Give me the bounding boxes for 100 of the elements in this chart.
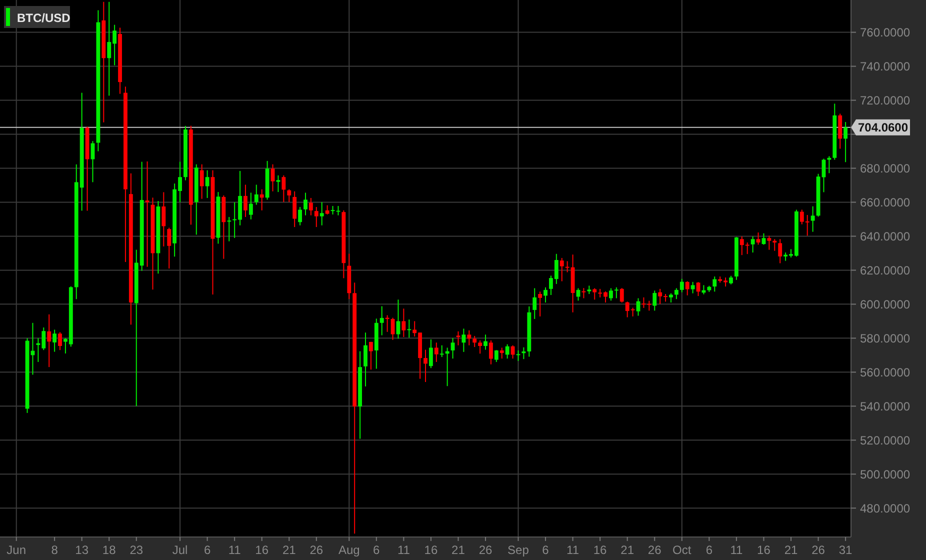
text: BTC/USD xyxy=(17,11,71,25)
candlestick xyxy=(750,236,755,254)
x-tick-label: 16 xyxy=(593,543,608,557)
candlestick xyxy=(58,332,62,351)
candlestick xyxy=(167,227,172,269)
x-tick-label: 6 xyxy=(204,543,211,557)
candlestick xyxy=(456,330,460,346)
x-tick-label: 26 xyxy=(648,543,662,557)
candlestick xyxy=(762,232,766,246)
x-tick-label: 16 xyxy=(757,543,771,557)
x-tick-label: 11 xyxy=(228,543,242,557)
candlestick xyxy=(287,188,292,203)
candlestick xyxy=(276,174,280,193)
candlestick xyxy=(368,341,373,370)
candlestick xyxy=(304,192,308,216)
candlestick xyxy=(462,328,466,352)
candlestick xyxy=(390,317,395,340)
y-tick-label: 740.0000 xyxy=(860,59,910,74)
candlestick xyxy=(560,257,564,282)
candlestick xyxy=(778,238,782,264)
candlestick xyxy=(364,332,368,387)
candlestick xyxy=(810,206,815,232)
candlestick xyxy=(320,202,324,226)
candlestick xyxy=(200,164,204,200)
ref-line-label: 704.0600 xyxy=(858,120,908,135)
candlestick xyxy=(428,338,433,369)
candlestick xyxy=(440,344,444,358)
candlestick xyxy=(532,288,537,320)
x-tick-label: 16 xyxy=(255,543,269,557)
x-tick-label: Jun xyxy=(6,543,26,557)
x-tick-label: 6 xyxy=(373,543,380,557)
candlestick xyxy=(467,330,472,346)
y-tick-label: 640.0000 xyxy=(860,229,910,244)
candlestick xyxy=(308,197,313,216)
y-tick-label: 480.0000 xyxy=(860,501,910,516)
candlestick xyxy=(838,113,842,150)
x-tick-label: 11 xyxy=(566,543,580,557)
candlestick xyxy=(325,204,330,215)
y-tick-label: 500.0000 xyxy=(860,467,910,482)
candlestick xyxy=(407,318,412,338)
candlestick xyxy=(582,288,586,299)
candlestick xyxy=(712,276,717,292)
x-tick-label: 16 xyxy=(424,543,438,557)
candlestick xyxy=(292,190,297,228)
candlestick xyxy=(52,329,57,352)
candlestick xyxy=(767,235,772,250)
candlestick xyxy=(609,288,613,302)
candlestick xyxy=(227,216,232,242)
candlestick xyxy=(544,286,548,303)
y-tick-label: 580.0000 xyxy=(860,331,910,346)
x-tick-label: Sep xyxy=(508,543,530,557)
x-tick-label: 8 xyxy=(51,543,58,557)
x-tick-label: Jul xyxy=(172,543,188,557)
y-tick-label: 760.0000 xyxy=(860,25,910,40)
x-tick-label: 13 xyxy=(75,543,89,557)
x-tick-label: 6 xyxy=(706,543,713,557)
candlestick xyxy=(494,350,498,362)
x-tick-label: 26 xyxy=(812,543,826,557)
x-tick-label: 26 xyxy=(310,543,324,557)
x-tick-label: 21 xyxy=(784,543,798,557)
candlestick xyxy=(424,349,428,383)
y-tick-label: 600.0000 xyxy=(860,297,910,312)
x-tick-label: 31 xyxy=(838,543,853,557)
candlestick xyxy=(298,206,302,226)
candlestick xyxy=(674,288,678,300)
candlestick xyxy=(248,192,253,220)
y-tick-label: 520.0000 xyxy=(860,433,910,448)
x-tick-label: 21 xyxy=(620,543,634,557)
candlestick xyxy=(450,338,455,360)
candlestick xyxy=(489,340,493,365)
candlestick xyxy=(396,299,400,340)
candlestick xyxy=(844,122,848,163)
x-tick-label: 26 xyxy=(478,543,492,557)
candlestick xyxy=(380,306,384,336)
candlestick xyxy=(244,184,248,218)
candlestick xyxy=(614,286,618,299)
candlestick xyxy=(260,188,264,211)
candlestick xyxy=(314,206,318,228)
x-tick-label: 21 xyxy=(452,543,466,557)
candlestick xyxy=(162,192,166,247)
x-tick-label: 6 xyxy=(542,543,550,557)
candlestick xyxy=(669,292,673,303)
x-tick-label: 11 xyxy=(397,543,410,557)
y-tick-label: 620.0000 xyxy=(860,263,910,278)
candlestick xyxy=(282,174,286,203)
candlestick xyxy=(505,344,510,360)
y-tick-label: 540.0000 xyxy=(860,399,910,414)
candlestick xyxy=(538,291,542,317)
candlestick xyxy=(652,290,657,312)
x-tick-label: 21 xyxy=(282,543,296,557)
candlestick xyxy=(680,278,684,293)
y-tick-label: 680.0000 xyxy=(860,161,910,176)
candlestick xyxy=(254,184,258,206)
candlestick xyxy=(500,347,504,360)
candlestick xyxy=(30,322,35,376)
y-tick-label: 560.0000 xyxy=(860,365,910,380)
candlestick xyxy=(685,280,690,296)
candlestick xyxy=(270,164,275,192)
candlestick xyxy=(690,281,695,294)
candlestick xyxy=(47,314,52,368)
